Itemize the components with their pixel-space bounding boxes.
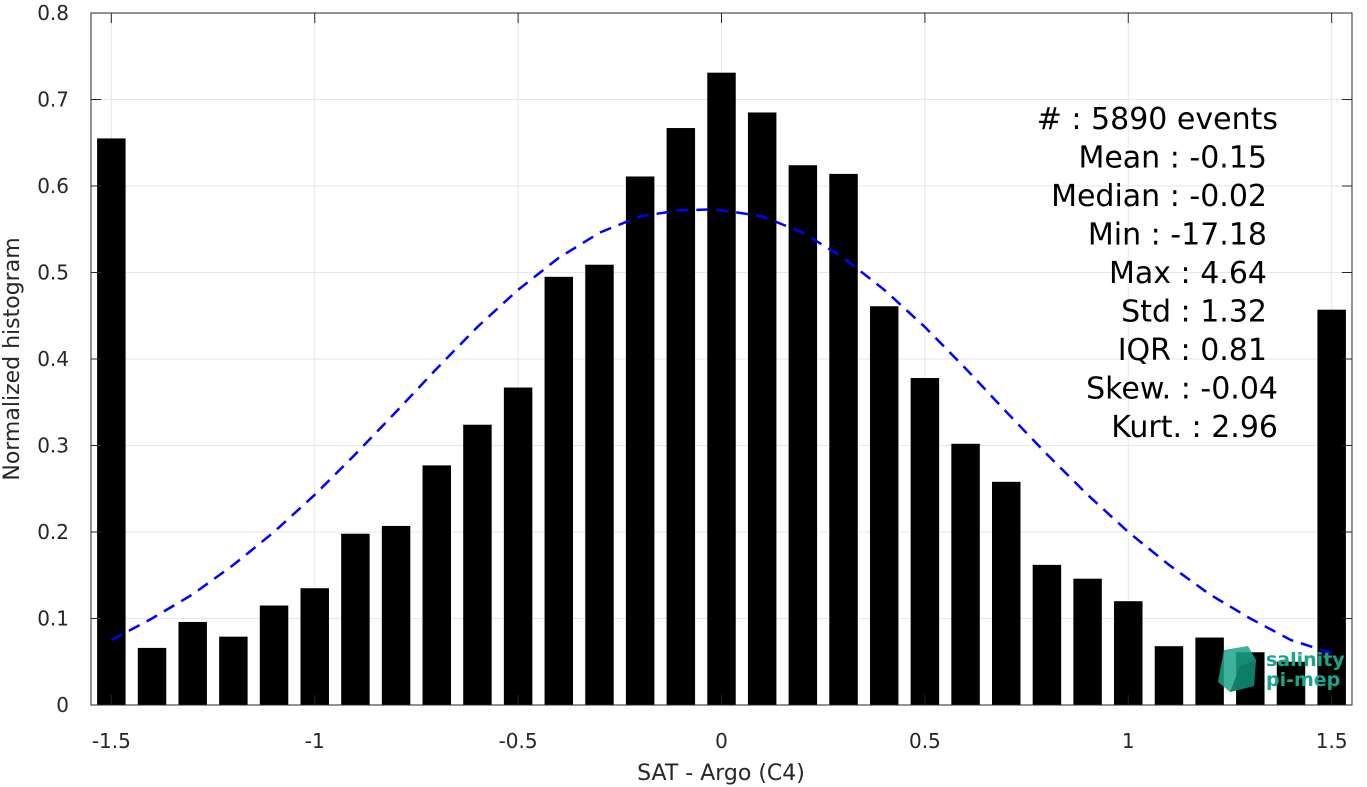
stat-line: Skew. : -0.04 [1086,372,1278,407]
y-tick-label: 0.3 [37,434,69,458]
salinity-pi-mep-logo: salinity pi-mep [1218,646,1345,692]
x-tick-label: -1.5 [92,729,131,753]
histogram-bar [869,306,899,705]
stat-line: Median : -0.02 [1051,179,1267,214]
histogram-bar [992,481,1021,705]
histogram-bar [788,165,818,706]
stat-line: Max : 4.64 [1109,256,1267,291]
y-tick-label: 0.4 [37,347,69,371]
histogram-bar [1276,661,1306,705]
histogram-bar [951,443,980,705]
histogram-bar [910,378,940,705]
x-tick-label: 1 [1122,729,1135,753]
y-axis-ticks: 0 0.1 0.2 0.3 0.4 0.5 0.6 0.7 0.8 [37,1,1352,717]
stat-line: Mean : -0.15 [1078,141,1267,176]
x-tick-label: 0.5 [909,729,941,753]
y-tick-label: 0.1 [37,607,69,631]
logo-cube-icon-shade [1230,660,1256,692]
histogram-bar [1114,601,1143,705]
x-tick-label: 0 [715,729,728,753]
histogram-bar [219,636,248,705]
histogram-bar [544,276,574,705]
y-axis-label: Normalized histogram [0,237,25,480]
histogram-bar [1195,637,1224,705]
histogram-bar [1317,309,1346,705]
stat-line: Kurt. : 2.96 [1111,410,1278,445]
x-axis-ticks: -1.5 -1 -0.5 0 0.5 1 1.5 [92,13,1348,753]
histogram-bar [503,387,533,705]
histogram-bar [381,525,411,705]
histogram-bar [666,128,696,706]
histogram-bar [463,424,492,705]
stat-line: Std : 1.32 [1121,295,1267,330]
histogram-bar [422,465,451,705]
histogram-bar [259,605,289,705]
logo-line1: salinity [1266,649,1345,671]
x-tick-label: 1.5 [1316,729,1348,753]
histogram-bar [1073,578,1102,705]
y-tick-label: 0.2 [37,520,69,544]
y-tick-label: 0.7 [37,88,69,112]
y-tick-label: 0.6 [37,174,69,198]
stat-line: Min : -17.18 [1088,218,1267,253]
y-tick-label: 0.8 [37,1,69,25]
x-axis-label: SAT - Argo (C4) [637,761,805,786]
histogram-bar [1032,564,1062,705]
histogram-bar [625,176,655,706]
y-tick-label: 0.5 [37,261,69,285]
histogram-bar [747,112,777,706]
histogram-bar [585,264,614,705]
histogram-bar [707,72,736,705]
bars [97,72,1346,706]
stat-line: # : 5890 events [1037,102,1278,137]
x-tick-label: -1 [305,729,325,753]
histogram-bar [178,621,207,705]
x-tick-label: -0.5 [499,729,538,753]
y-tick-label: 0 [56,693,69,717]
gaussian-fit-line [110,208,1333,655]
histogram-bar [137,647,167,705]
histogram-bar [1154,646,1184,705]
histogram-bar [341,533,370,705]
stat-line: IQR : 0.81 [1118,333,1267,368]
histogram-bar [97,138,126,706]
histogram-bar [829,173,858,705]
logo-line2: pi-mep [1266,669,1340,691]
histogram-bar [300,588,329,705]
